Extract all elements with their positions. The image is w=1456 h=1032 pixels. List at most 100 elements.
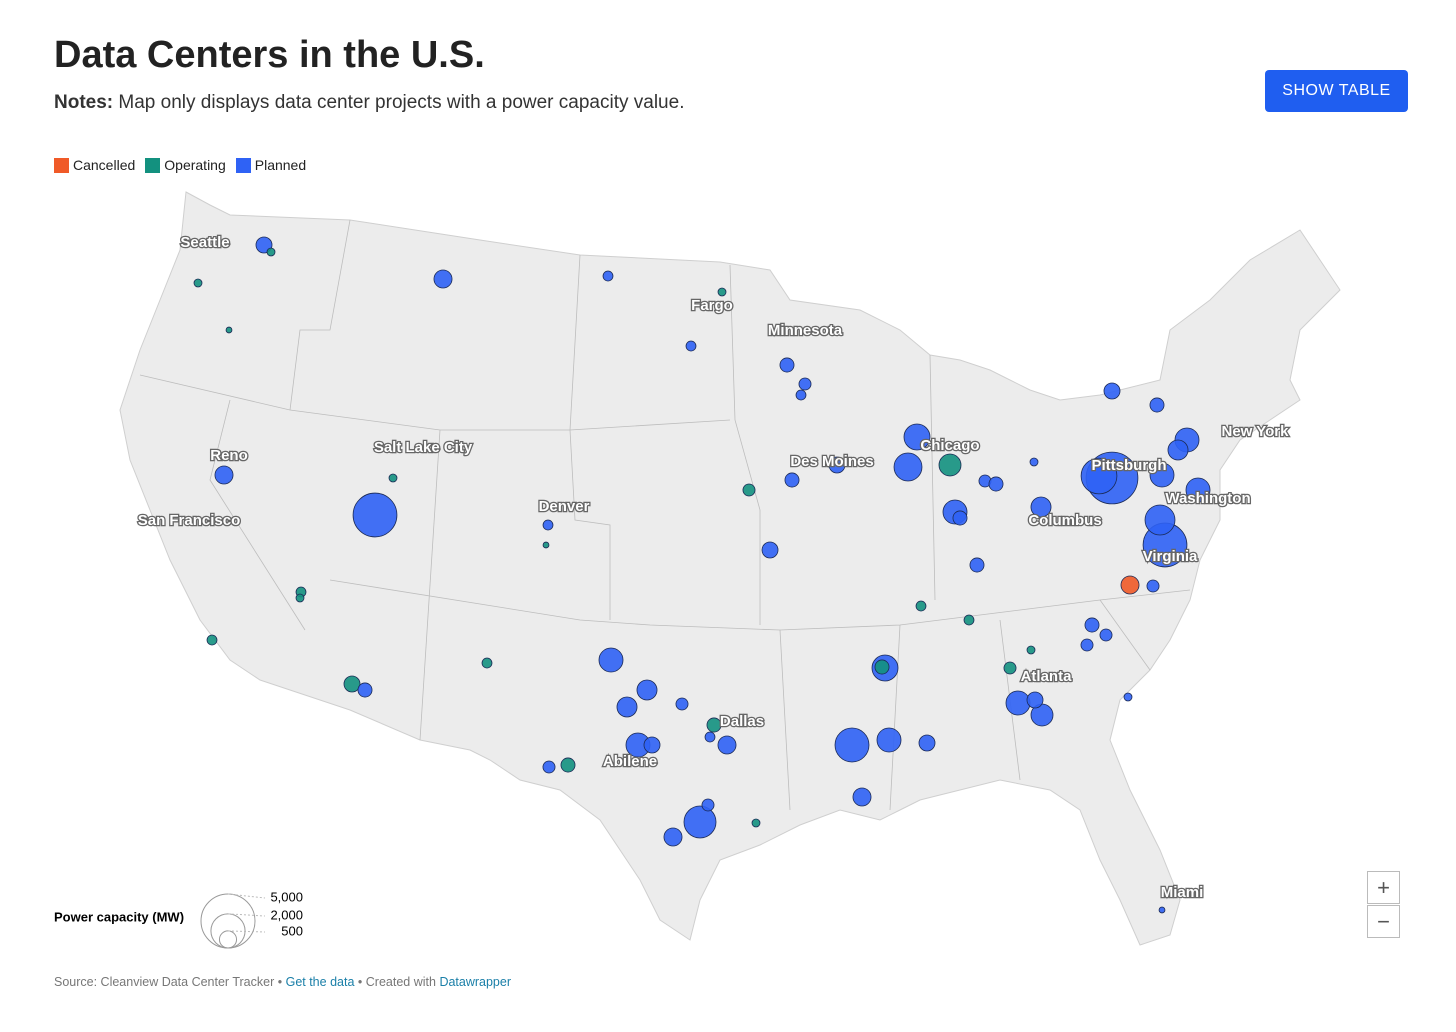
- data-center-bubble: [1003, 661, 1017, 675]
- city-label: Washington: [1165, 490, 1250, 507]
- data-center-bubble: [963, 614, 975, 626]
- city-label: Fargo: [691, 297, 733, 314]
- data-center-bubble: [1030, 496, 1052, 518]
- data-center-bubble: [1080, 457, 1118, 495]
- city-label: Denver: [539, 498, 590, 515]
- data-center-bubble: [701, 798, 715, 812]
- city-label: Minnesota: [768, 322, 843, 339]
- size-legend-label: 500: [281, 923, 303, 938]
- datawrapper-link[interactable]: Datawrapper: [439, 975, 512, 989]
- size-legend-leader: [227, 930, 266, 933]
- data-center-bubble: [193, 278, 203, 288]
- data-center-bubble: [751, 818, 761, 828]
- data-center-bubble: [1084, 617, 1100, 633]
- data-center-bubble: [915, 600, 927, 612]
- city-label: Virginia: [1143, 548, 1198, 565]
- data-center-bubble: [1158, 906, 1166, 914]
- data-center-bubble: [742, 483, 756, 497]
- show-table-button[interactable]: SHOW TABLE: [1265, 70, 1408, 112]
- data-center-bubble: [616, 696, 638, 718]
- zoom-out[interactable]: −: [1367, 905, 1400, 938]
- data-center-bubble: [852, 787, 872, 807]
- legend-swatch: [235, 158, 251, 173]
- data-center-bubble: [1144, 504, 1176, 536]
- data-center-bubble: [683, 805, 717, 839]
- data-center-bubble: [266, 247, 276, 257]
- data-center-bubble: [675, 697, 689, 711]
- data-center-bubble: [388, 473, 398, 483]
- city-label: San Francisco: [138, 512, 241, 529]
- notes-label: Notes:: [54, 92, 114, 113]
- data-center-bubble: [225, 326, 233, 334]
- data-center-bubble: [214, 465, 234, 485]
- size-legend-circle: [218, 930, 238, 949]
- separator: •: [357, 975, 363, 989]
- data-center-bubble: [1149, 397, 1165, 413]
- city-label: Salt Lake City: [374, 439, 473, 456]
- data-center-bubble: [1026, 691, 1044, 709]
- data-center-bubble: [433, 269, 453, 289]
- data-center-bubble: [1185, 477, 1211, 503]
- data-center-bubble: [784, 472, 800, 488]
- legend-item: Planned: [235, 157, 307, 173]
- data-center-bubble: [876, 727, 902, 753]
- city-label: Des Moines: [790, 453, 873, 470]
- data-center-bubble: [893, 452, 923, 482]
- legend: Cancelled Operating Planned: [54, 157, 306, 173]
- data-center-bubble: [1080, 638, 1094, 652]
- data-center-bubble: [1146, 579, 1160, 593]
- data-center-bubble: [1026, 645, 1036, 655]
- data-center-bubble: [903, 423, 931, 451]
- size-legend-label: 5,000: [270, 889, 303, 904]
- data-center-bubble: [352, 492, 398, 538]
- legend-swatch: [54, 158, 69, 173]
- city-label: Chicago: [920, 437, 979, 454]
- city-label: Atlanta: [1021, 668, 1072, 685]
- data-center-bubble: [1005, 690, 1031, 716]
- data-center-bubble: [1029, 457, 1039, 467]
- data-center-bubble: [542, 760, 556, 774]
- separator: •: [277, 975, 283, 989]
- data-center-bubble: [636, 679, 658, 701]
- data-center-bubble: [1123, 692, 1133, 702]
- notes: Notes: Map only displays data center pro…: [54, 92, 684, 114]
- city-labels: Seattle Fargo Minnesota Reno Salt Lake City D…: [136, 233, 1290, 903]
- city-label: Dallas: [720, 713, 764, 730]
- data-center-bubble: [952, 510, 968, 526]
- data-center-bubble: [1099, 628, 1113, 642]
- data-center-bubble: [704, 731, 716, 743]
- data-center-bubble: [938, 453, 962, 477]
- footer: Source: Cleanview Data Center Tracker • …: [54, 975, 511, 989]
- title: Data Centers in the U.S.: [54, 34, 485, 76]
- data-center-bubble: [795, 389, 807, 401]
- legend-label: Operating: [164, 157, 226, 173]
- legend-swatch: [145, 158, 161, 173]
- data-center-bubble: [685, 340, 697, 352]
- city-label: Reno: [210, 447, 248, 464]
- data-center-bubble: [706, 717, 722, 733]
- data-center-bubble: [874, 659, 890, 675]
- data-center-bubble: [1120, 575, 1140, 595]
- data-center-bubble: [834, 727, 870, 763]
- data-center-bubble: [717, 735, 737, 755]
- get-data-link[interactable]: Get the data: [285, 975, 355, 989]
- city-label: Pittsburgh: [1092, 457, 1167, 474]
- data-center-bubble: [357, 682, 373, 698]
- notes-text: Map only displays data center projects w…: [118, 92, 685, 113]
- data-center-bubble: [779, 357, 795, 373]
- city-label: New York: [1222, 423, 1290, 440]
- data-center-bubble: [828, 456, 846, 474]
- data-center-bubble: [988, 476, 1004, 492]
- city-label: Columbus: [1028, 512, 1101, 529]
- data-center-bubble: [717, 287, 727, 297]
- zoom-in[interactable]: +: [1367, 871, 1400, 904]
- data-center-bubble: [481, 657, 493, 669]
- legend-label: Planned: [254, 157, 307, 173]
- data-center-bubble: [1149, 462, 1175, 488]
- us-outline: [119, 191, 1341, 946]
- data-center-bubble: [969, 557, 985, 573]
- data-center-bubble: [542, 541, 550, 549]
